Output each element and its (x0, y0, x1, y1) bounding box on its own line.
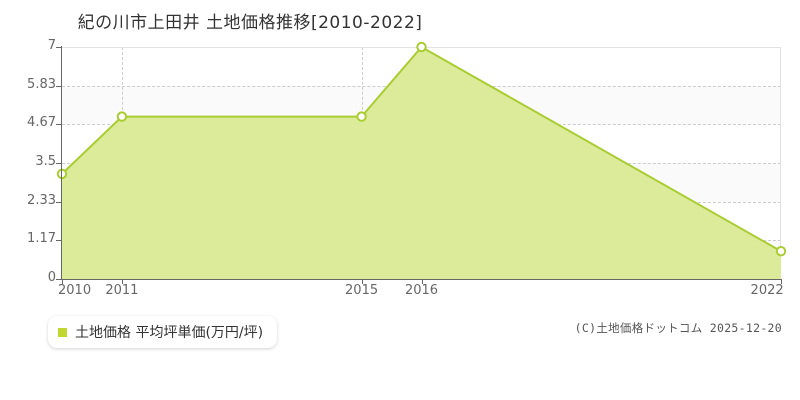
x-tick-mark (421, 279, 423, 284)
x-tick-label: 2011 (105, 283, 139, 298)
y-tick-mark (56, 47, 62, 48)
x-tick-label: 2010 (58, 283, 92, 298)
x-tick-mark (781, 279, 782, 284)
y-tick-label: 4.67 (27, 115, 56, 131)
x-tick-mark (361, 279, 363, 284)
data-point-marker (56, 168, 68, 180)
chart-legend: 土地価格 平均坪単価(万円/坪) (48, 316, 278, 348)
data-point-marker (116, 111, 128, 122)
x-tick-label: 2016 (404, 283, 439, 298)
plot-border-right (780, 47, 781, 279)
y-tick-mark (56, 163, 62, 164)
y-tick-mark (56, 279, 62, 280)
x-tick-label: 2022 (750, 283, 784, 298)
x-tick-mark (62, 279, 63, 284)
chart-title: 紀の川市上田井 土地価格推移[2010-2022] (77, 13, 423, 33)
y-tick-label: 7 (47, 38, 56, 53)
y-tick-mark (56, 201, 62, 203)
y-tick-label: 0 (47, 270, 56, 285)
y-tick-mark (56, 124, 62, 126)
y-tick-label: 1.17 (27, 231, 56, 247)
data-point-markers (56, 41, 787, 257)
x-tick-label: 2015 (345, 283, 379, 298)
data-point-marker (416, 41, 427, 53)
y-tick-label: 3.5 (35, 154, 56, 169)
data-point-marker (775, 246, 787, 257)
y-tick-mark (56, 240, 62, 242)
data-point-marker (356, 111, 367, 122)
legend-swatch-icon (58, 327, 67, 337)
y-tick-label: 2.33 (27, 192, 56, 208)
y-axis-labels: 0 1.17 2.33 3.5 4.67 5.83 7 (0, 0, 56, 400)
y-tick-label: 5.83 (27, 76, 56, 92)
y-tick-mark (56, 85, 62, 87)
series-area-line (56, 41, 787, 279)
plot-area (56, 41, 787, 279)
legend-label: 土地価格 平均坪単価(万円/坪) (75, 325, 264, 341)
x-tick-mark (121, 279, 123, 284)
copyright-credit: (C)土地価格ドットコム 2025-12-20 (574, 321, 782, 335)
area-fill (62, 47, 781, 279)
